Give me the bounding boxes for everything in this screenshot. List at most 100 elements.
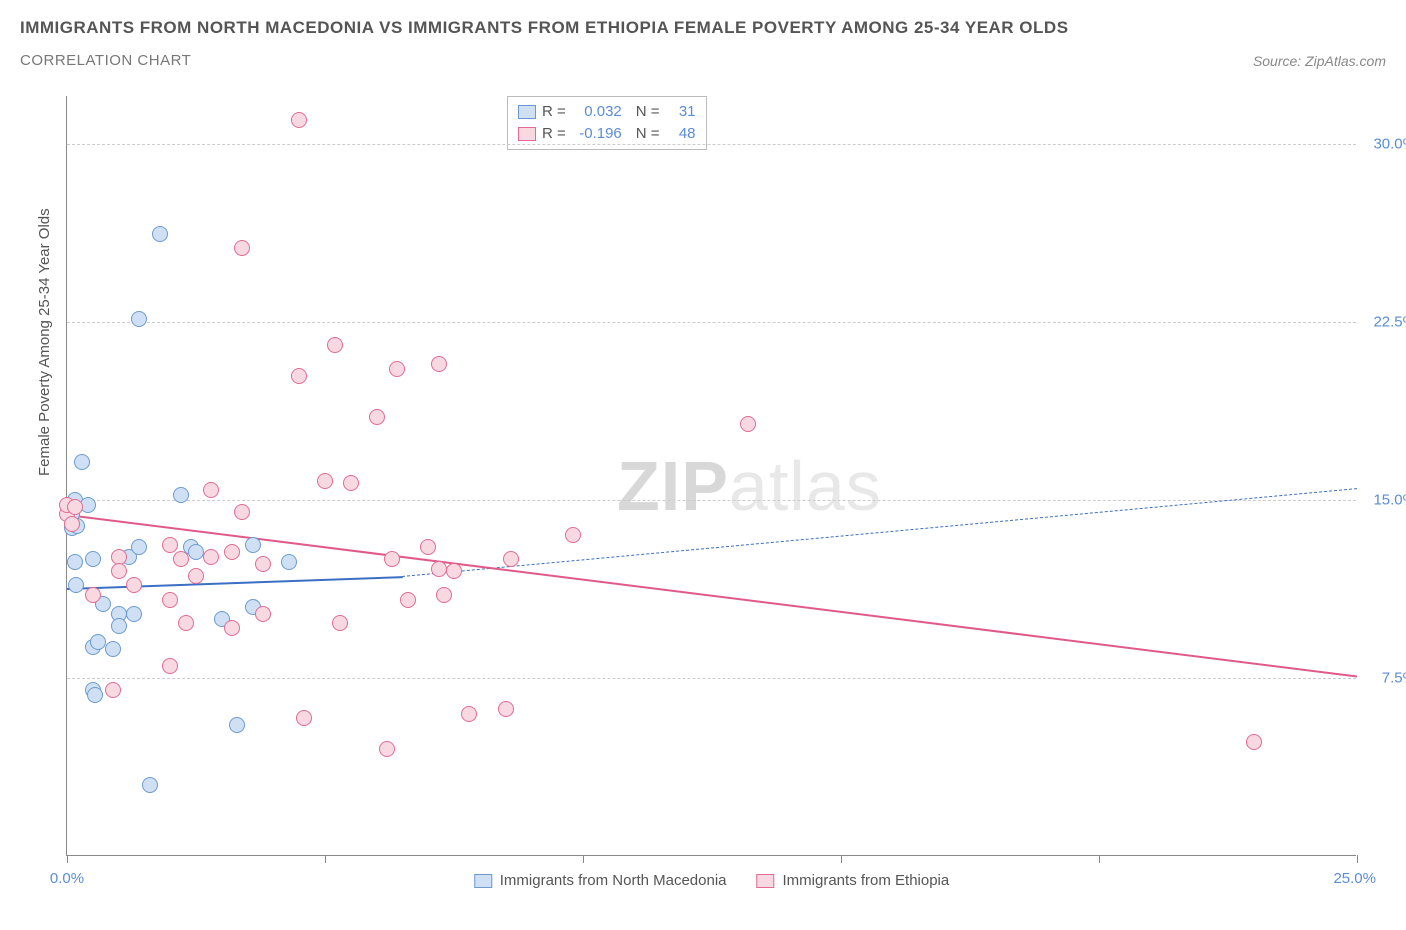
data-point [420, 539, 436, 555]
data-point [446, 563, 462, 579]
data-point [431, 356, 447, 372]
data-point [229, 717, 245, 733]
legend-swatch [518, 127, 536, 141]
data-point [369, 409, 385, 425]
data-point [203, 482, 219, 498]
data-point [74, 454, 90, 470]
legend-n-value: 48 [666, 123, 696, 145]
gridline [67, 144, 1356, 145]
data-point [565, 527, 581, 543]
legend-swatch [757, 874, 775, 888]
legend-row: R = 0.032 N = 31 [518, 101, 696, 123]
data-point [67, 499, 83, 515]
x-tick [841, 855, 842, 863]
data-point [234, 504, 250, 520]
data-point [224, 620, 240, 636]
x-tick-label: 25.0% [1333, 870, 1376, 887]
data-point [327, 337, 343, 353]
data-point [1246, 734, 1262, 750]
gridline [67, 678, 1356, 679]
data-point [234, 240, 250, 256]
data-point [188, 544, 204, 560]
chart-header: IMMIGRANTS FROM NORTH MACEDONIA VS IMMIG… [0, 0, 1406, 79]
data-point [431, 561, 447, 577]
correlation-legend: R = 0.032 N = 31 R = -0.196 N = 48 [507, 96, 707, 150]
data-point [67, 554, 83, 570]
y-tick-label: 7.5% [1382, 669, 1406, 686]
data-point [291, 368, 307, 384]
chart-title: IMMIGRANTS FROM NORTH MACEDONIA VS IMMIG… [20, 18, 1386, 38]
data-point [461, 706, 477, 722]
legend-row: R = -0.196 N = 48 [518, 123, 696, 145]
x-tick [1357, 855, 1358, 863]
data-point [162, 592, 178, 608]
series-legend-item: Immigrants from North Macedonia [474, 872, 727, 889]
legend-swatch [474, 874, 492, 888]
data-point [173, 487, 189, 503]
data-point [64, 516, 80, 532]
data-point [126, 577, 142, 593]
legend-r-label: R = [542, 123, 566, 145]
data-point [296, 710, 312, 726]
data-point [105, 641, 121, 657]
y-tick-label: 30.0% [1373, 135, 1406, 152]
data-point [68, 577, 84, 593]
data-point [224, 544, 240, 560]
data-point [111, 618, 127, 634]
data-point [332, 615, 348, 631]
chart-area: Female Poverty Among 25-34 Year Olds ZIP… [46, 96, 1386, 856]
legend-r-value: -0.196 [572, 123, 622, 145]
x-tick [1099, 855, 1100, 863]
legend-n-value: 31 [666, 101, 696, 123]
data-point [90, 634, 106, 650]
data-point [389, 361, 405, 377]
gridline [67, 322, 1356, 323]
data-point [291, 112, 307, 128]
scatter-plot: ZIPatlas R =0.032N =31R =-0.196N =48 Imm… [66, 96, 1356, 856]
data-point [379, 741, 395, 757]
data-point [178, 615, 194, 631]
subtitle-row: CORRELATION CHART Source: ZipAtlas.com [20, 52, 1386, 69]
trend-line [67, 514, 1357, 677]
data-point [436, 587, 452, 603]
data-point [281, 554, 297, 570]
data-point [87, 687, 103, 703]
data-point [503, 551, 519, 567]
data-point [740, 416, 756, 432]
x-tick [325, 855, 326, 863]
x-tick-label: 0.0% [50, 870, 84, 887]
legend-r-value: 0.032 [572, 101, 622, 123]
watermark: ZIPatlas [617, 446, 882, 526]
data-point [255, 556, 271, 572]
data-point [317, 473, 333, 489]
y-tick-label: 15.0% [1373, 491, 1406, 508]
legend-r-label: R = [542, 101, 566, 123]
data-point [245, 537, 261, 553]
data-point [85, 551, 101, 567]
data-point [142, 777, 158, 793]
legend-n-label: N = [636, 123, 660, 145]
x-tick [583, 855, 584, 863]
chart-subtitle: CORRELATION CHART [20, 52, 191, 69]
data-point [498, 701, 514, 717]
series-name: Immigrants from North Macedonia [500, 872, 727, 889]
data-point [162, 658, 178, 674]
y-tick-label: 22.5% [1373, 313, 1406, 330]
data-point [131, 311, 147, 327]
x-tick [67, 855, 68, 863]
data-point [400, 592, 416, 608]
data-point [188, 568, 204, 584]
gridline [67, 500, 1356, 501]
data-point [152, 226, 168, 242]
series-name: Immigrants from Ethiopia [783, 872, 950, 889]
series-legend-item: Immigrants from Ethiopia [757, 872, 950, 889]
data-point [343, 475, 359, 491]
trend-line [402, 488, 1357, 577]
series-legend: Immigrants from North Macedonia Immigrant… [474, 872, 949, 889]
legend-n-label: N = [636, 101, 660, 123]
data-point [255, 606, 271, 622]
y-axis-label: Female Poverty Among 25-34 Year Olds [36, 208, 53, 476]
data-point [85, 587, 101, 603]
chart-source: Source: ZipAtlas.com [1253, 53, 1386, 69]
data-point [384, 551, 400, 567]
